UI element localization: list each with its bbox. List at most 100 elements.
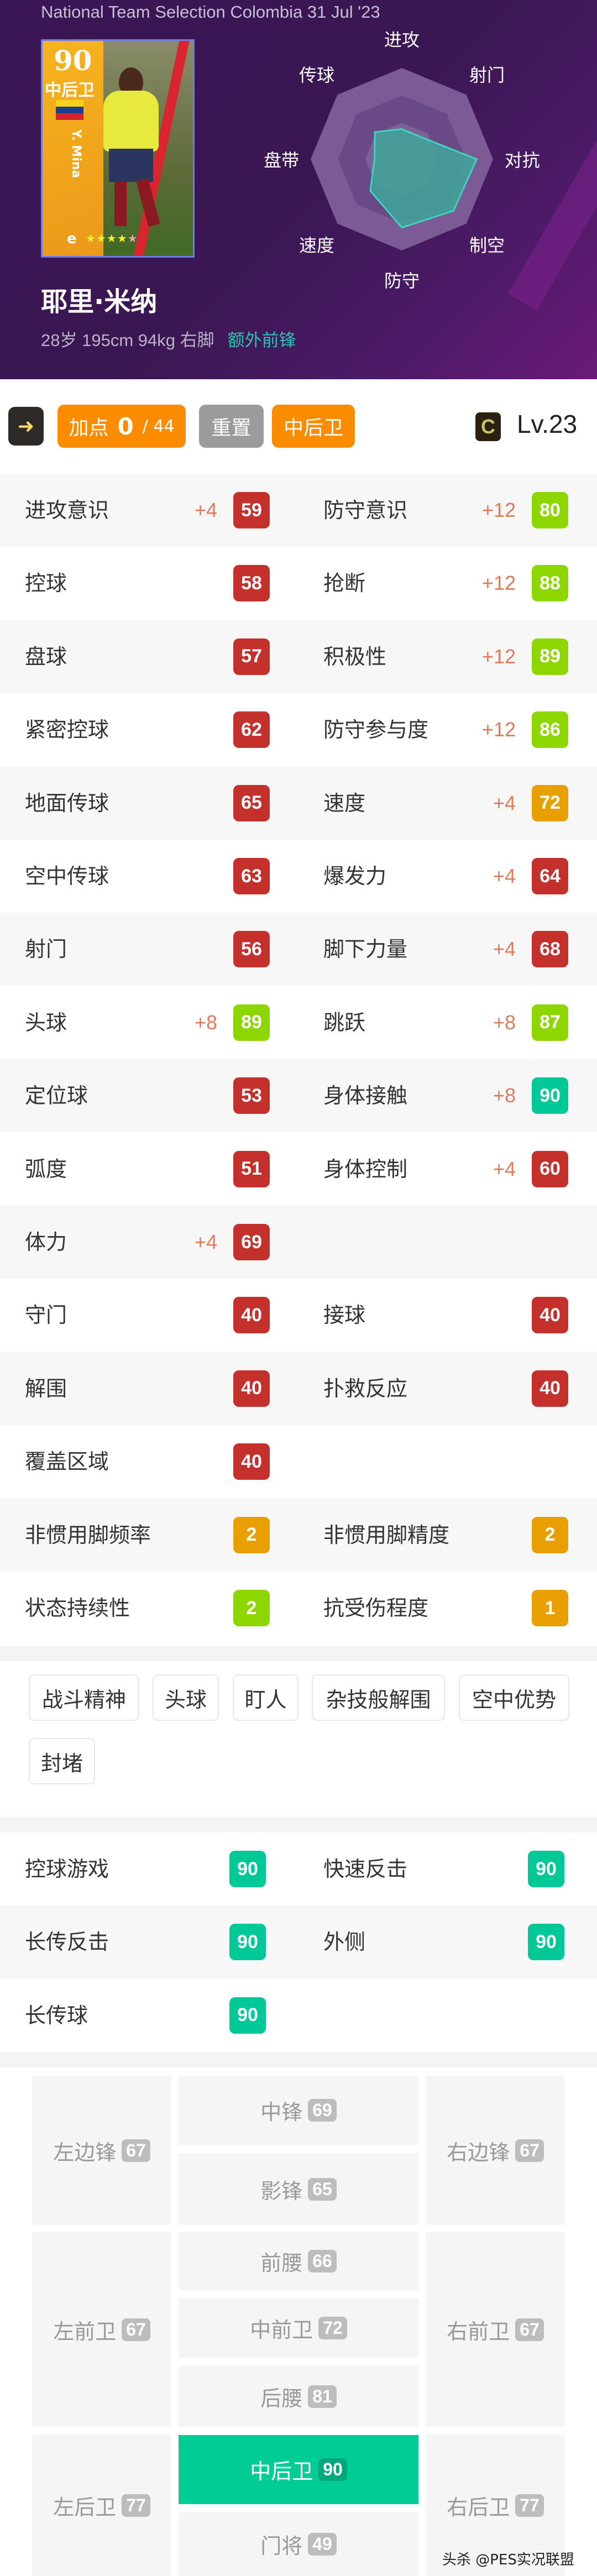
stat-label: 跳跃 [323, 1010, 366, 1035]
playstyle-cell: 外侧 90 [298, 1905, 597, 1978]
stat-cell: 扑救反应 40 [298, 1352, 597, 1425]
position-label: 后腰 [260, 2386, 303, 2411]
stat-bonus: +8 [493, 1010, 516, 1034]
position-rating: 81 [308, 2385, 337, 2408]
stat-cell: 头球 +8 89 [0, 986, 298, 1059]
position-rating: 90 [318, 2458, 347, 2481]
player-header: National Team Selection Colombia 31 Jul … [0, 0, 597, 379]
stat-row: 地面传球 65 速度 +4 72 [0, 766, 597, 840]
skill-chip[interactable]: 杂技般解围 [312, 1674, 445, 1721]
skill-chip[interactable]: 封堵 [29, 1738, 95, 1784]
stat-value-badge: 72 [532, 784, 568, 821]
stat-row: 定位球 53 身体接触 +8 90 [0, 1059, 597, 1133]
playstyle-cell: 快速反击 90 [298, 1832, 597, 1905]
position-cell[interactable]: 影锋 65 [179, 2153, 418, 2225]
stat-value-badge: 62 [233, 711, 270, 748]
position-cell[interactable]: 左前卫 67 [32, 2232, 171, 2427]
player-bio: 28岁 195cm 94kg 右脚 [41, 331, 214, 350]
position-cell[interactable]: 右前卫 67 [426, 2232, 565, 2427]
stat-label: 盘球 [25, 644, 67, 669]
player-card: 90 中后卫 Y. Mina e ★★★★★ [41, 39, 195, 258]
points-used: 0 [117, 412, 134, 440]
skill-chip[interactable]: 战斗精神 [29, 1674, 139, 1721]
playstyle-label: 长传反击 [25, 1930, 109, 1955]
player-photo-shirt [103, 91, 159, 151]
playstyle-value-badge: 90 [528, 1924, 564, 1961]
radar-label: 对抗 [504, 150, 540, 171]
stat-label: 射门 [25, 937, 67, 962]
card-rating: 90 [54, 44, 92, 77]
stat-label: 空中传球 [25, 864, 109, 888]
stat-label: 身体控制 [323, 1156, 408, 1181]
stat-value-badge: 64 [532, 858, 568, 894]
stat-label: 守门 [25, 1303, 67, 1328]
stat-label: 定位球 [25, 1083, 88, 1108]
stat-value-badge: 63 [233, 858, 270, 894]
stat-bonus: +8 [493, 1084, 516, 1107]
stat-label: 地面传球 [25, 790, 109, 815]
radar-label: 防守 [384, 270, 420, 291]
skill-chip[interactable]: 头球 [153, 1674, 219, 1721]
position-label: 门将 [260, 2534, 303, 2558]
extra-position[interactable]: 额外前锋 [227, 331, 296, 350]
divider [0, 1817, 597, 1832]
divider [0, 1646, 597, 1661]
stat-bonus: +12 [481, 499, 516, 521]
radar-label: 传球 [298, 64, 334, 86]
position-cell[interactable]: 后腰 81 [179, 2366, 418, 2427]
playstyle-cell: 长传球 90 [0, 1979, 298, 2052]
position-label: 左前卫 [53, 2319, 117, 2344]
position-cell[interactable]: 中前卫 72 [179, 2298, 418, 2358]
stat-label: 速度 [323, 790, 366, 815]
position-label: 影锋 [260, 2179, 303, 2203]
position-cell[interactable]: 前腰 66 [179, 2232, 418, 2290]
position-rating: 67 [515, 2318, 544, 2341]
player-photo-shorts [109, 149, 153, 182]
playstyle-value-badge: 90 [528, 1851, 564, 1887]
position-rating: 65 [308, 2177, 337, 2201]
stat-label: 弧度 [25, 1156, 67, 1181]
add-points-button[interactable]: 加点 0 / 44 [57, 405, 186, 448]
playstyle-value-badge: 90 [229, 1924, 266, 1961]
stat-label: 状态持续性 [25, 1596, 130, 1620]
stat-cell: 射门 56 [0, 913, 298, 986]
radar-label: 盘带 [264, 150, 300, 171]
stat-value-badge: 69 [233, 1224, 270, 1260]
position-cell[interactable]: 右后卫 77 [426, 2435, 565, 2576]
reset-button[interactable]: 重置 [199, 405, 264, 448]
stat-cell: 抢断 +12 88 [298, 547, 597, 620]
position-cell[interactable]: 左后卫 77 [32, 2435, 171, 2576]
position-label: 左边锋 [53, 2140, 117, 2165]
stat-cell: 速度 +4 72 [298, 767, 597, 840]
position-rating: 77 [515, 2494, 544, 2517]
stat-row: 守门 40 接球 40 [0, 1279, 597, 1352]
star-icon: ★ [86, 232, 96, 245]
stat-cell: 解围 40 [0, 1352, 298, 1425]
radar-label: 射门 [469, 64, 505, 86]
stat-cell: 守门 40 [0, 1279, 298, 1352]
stat-row: 解围 40 扑救反应 40 [0, 1352, 597, 1425]
position-cell[interactable]: 门将 49 [179, 2512, 418, 2576]
stat-value-badge: 2 [233, 1516, 270, 1553]
stat-bonus: +8 [194, 1010, 217, 1034]
position-label: 右后卫 [447, 2495, 510, 2520]
stat-label: 解围 [25, 1376, 67, 1401]
stat-cell: 抗受伤程度 1 [298, 1572, 597, 1645]
colombia-flag-icon [56, 100, 83, 120]
stat-bonus: +4 [493, 791, 516, 814]
stat-value-badge: 89 [233, 1004, 270, 1041]
arrow-right-icon[interactable]: ➜ [8, 407, 44, 446]
position-cell[interactable]: 中锋 69 [179, 2076, 418, 2145]
position-cell[interactable]: 左边锋 67 [32, 2076, 171, 2225]
stat-cell: 积极性 +12 89 [298, 620, 597, 693]
position-cell[interactable]: 中后卫 90 [179, 2435, 418, 2504]
position-rating: 72 [318, 2317, 347, 2339]
skill-chip[interactable]: 盯人 [233, 1674, 298, 1721]
stat-value-badge: 58 [233, 565, 270, 602]
stat-cell: 地面传球 65 [0, 767, 298, 840]
position-button[interactable]: 中后卫 [272, 405, 355, 448]
skill-chip[interactable]: 空中优势 [459, 1674, 569, 1721]
playstyle-label: 外侧 [323, 1930, 366, 1955]
condition-badge: C [475, 412, 501, 441]
position-cell[interactable]: 右边锋 67 [426, 2076, 565, 2225]
